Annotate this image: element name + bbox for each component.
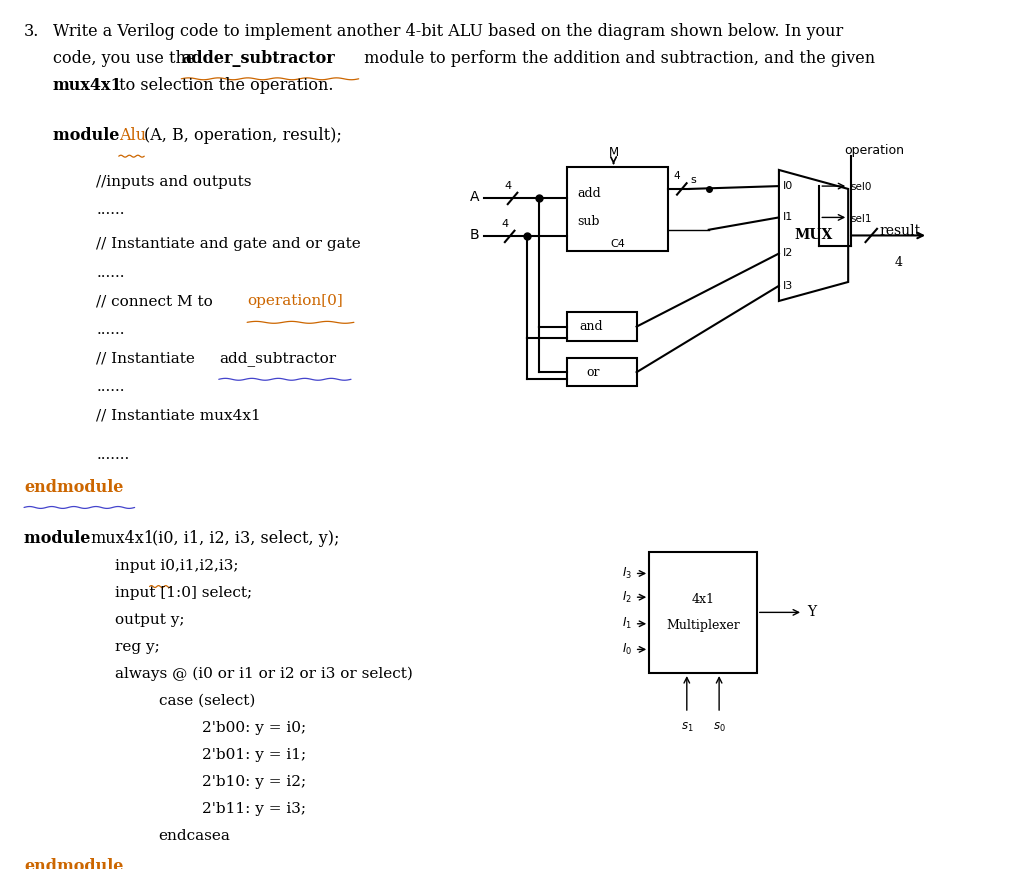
Text: 4: 4 [674, 171, 680, 182]
Text: // Instantiate: // Instantiate [96, 351, 200, 365]
Text: mux4x1: mux4x1 [90, 530, 154, 547]
Text: MUX: MUX [795, 229, 833, 242]
Text: $I_0$: $I_0$ [622, 642, 632, 657]
Text: module: module [24, 530, 96, 547]
Text: 3.: 3. [24, 23, 39, 40]
Text: add: add [577, 187, 601, 200]
Text: case (select): case (select) [159, 694, 255, 708]
Text: sel1: sel1 [850, 214, 871, 223]
Text: operation: operation [845, 144, 904, 157]
Text: ......: ...... [96, 380, 125, 394]
Text: .......: ....... [96, 448, 129, 462]
Text: 2'b01: y = i1;: 2'b01: y = i1; [202, 748, 306, 762]
Text: ......: ...... [96, 322, 125, 337]
Text: add_subtractor: add_subtractor [219, 351, 336, 366]
Text: $s_1$: $s_1$ [681, 720, 693, 733]
Bar [649, 552, 757, 673]
Text: output y;: output y; [116, 613, 185, 627]
Bar [567, 358, 637, 387]
Text: endcasea: endcasea [159, 829, 230, 843]
Text: // Instantiate and gate and or gate: // Instantiate and gate and or gate [96, 237, 360, 251]
Text: A: A [469, 189, 479, 203]
Text: always @ (i0 or i1 or i2 or i3 or select): always @ (i0 or i1 or i2 or i3 or select… [116, 667, 414, 681]
Text: 4x1: 4x1 [691, 593, 715, 606]
Text: // Instantiate mux4x1: // Instantiate mux4x1 [96, 408, 261, 422]
Text: I1: I1 [782, 212, 793, 222]
Text: 4: 4 [894, 256, 902, 269]
Text: C4: C4 [610, 239, 625, 249]
Text: //inputs and outputs: //inputs and outputs [96, 175, 252, 189]
Text: 4: 4 [504, 181, 511, 191]
Text: input [1:0] select;: input [1:0] select; [116, 586, 253, 600]
Text: module: module [53, 127, 125, 144]
Text: code, you use the: code, you use the [53, 50, 201, 67]
Text: s: s [690, 176, 696, 185]
Text: input i0,i1,i2,i3;: input i0,i1,i2,i3; [116, 559, 239, 573]
Text: Y: Y [807, 606, 816, 620]
Text: I2: I2 [782, 249, 794, 258]
Text: // connect M to: // connect M to [96, 295, 218, 308]
Text: mux4x1: mux4x1 [53, 76, 123, 94]
Text: I0: I0 [782, 181, 793, 191]
Polygon shape [779, 170, 848, 301]
Text: (A, B, operation, result);: (A, B, operation, result); [144, 127, 342, 144]
Text: $I_3$: $I_3$ [622, 566, 632, 581]
Text: M: M [608, 145, 618, 158]
Text: Multiplexer: Multiplexer [666, 620, 739, 632]
Text: sub: sub [577, 215, 599, 228]
Bar [567, 312, 637, 341]
Text: 2'b10: y = i2;: 2'b10: y = i2; [202, 775, 306, 789]
Text: sel0: sel0 [850, 182, 871, 192]
Text: 2'b11: y = i3;: 2'b11: y = i3; [202, 802, 306, 816]
Text: to selection the operation.: to selection the operation. [115, 76, 334, 94]
Text: ......: ...... [96, 266, 125, 280]
Text: and: and [579, 320, 602, 333]
Text: module to perform the addition and subtraction, and the given: module to perform the addition and subtr… [358, 50, 874, 67]
Text: or: or [587, 366, 600, 379]
Text: reg y;: reg y; [116, 640, 160, 653]
Text: 4: 4 [502, 219, 509, 229]
Text: $I_1$: $I_1$ [622, 616, 632, 631]
Text: adder_subtractor: adder_subtractor [181, 50, 335, 67]
Text: Alu: Alu [119, 127, 145, 144]
Text: ......: ...... [96, 203, 125, 217]
Text: (i0, i1, i2, i3, select, y);: (i0, i1, i2, i3, select, y); [153, 530, 340, 547]
Text: I3: I3 [782, 281, 793, 291]
Text: Write a Verilog code to implement another 4-bit ALU based on the diagram shown b: Write a Verilog code to implement anothe… [53, 23, 843, 40]
Text: $s_0$: $s_0$ [713, 720, 725, 733]
Text: operation[0]: operation[0] [247, 295, 343, 308]
Bar [567, 167, 669, 250]
Text: 2'b00: y = i0;: 2'b00: y = i0; [202, 721, 306, 735]
Text: $I_2$: $I_2$ [622, 590, 632, 605]
Text: endmodule: endmodule [24, 859, 124, 869]
Text: B: B [469, 228, 479, 242]
Text: result: result [880, 223, 921, 238]
Text: endmodule: endmodule [24, 479, 124, 495]
